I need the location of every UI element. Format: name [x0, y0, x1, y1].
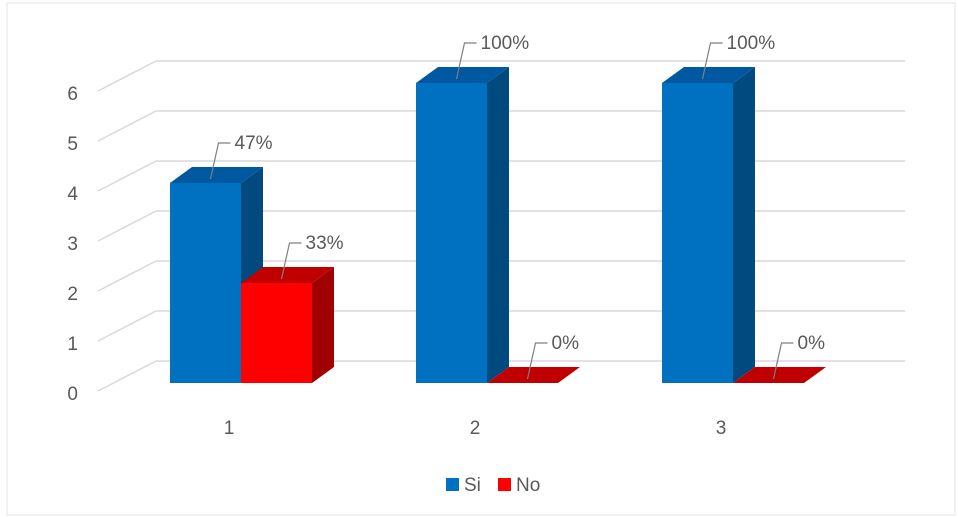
y-tick-label: 2: [67, 284, 78, 305]
gridline-side: [97, 260, 157, 292]
y-tick-label: 4: [67, 184, 78, 205]
x-category-label: 1: [224, 418, 235, 439]
leader-line: [526, 342, 548, 380]
bar-no: [487, 367, 580, 383]
gridline-side: [97, 60, 157, 92]
bar-front-face: [416, 83, 487, 383]
bar-top-face: [487, 367, 580, 383]
gridline-side: [97, 310, 157, 342]
data-label-group: 47%: [209, 133, 273, 180]
bar-no: [241, 267, 334, 383]
legend-swatch: [498, 478, 511, 491]
legend-swatch: [446, 478, 459, 491]
bar-side-face: [487, 67, 509, 383]
bar-side-face: [733, 67, 755, 383]
data-label: 100%: [481, 33, 530, 54]
gridline-side: [97, 160, 157, 192]
leader-line: [280, 242, 302, 280]
data-label: 0%: [552, 333, 580, 354]
bar-top-face: [416, 67, 509, 83]
data-label: 100%: [727, 33, 776, 54]
data-label-group: 33%: [280, 233, 344, 280]
gridline-side: [97, 360, 157, 392]
data-label-group: 0%: [526, 333, 580, 380]
data-label-group: 100%: [455, 33, 530, 80]
bars: [170, 67, 826, 383]
bar-side-face: [312, 267, 334, 383]
bar-top-face: [170, 167, 263, 183]
bar-top-face: [733, 367, 826, 383]
data-label: 47%: [235, 133, 273, 154]
x-category-label: 3: [716, 418, 727, 439]
y-tick-label: 0: [67, 384, 78, 405]
bar-front-face: [241, 283, 312, 383]
y-axis-ticks: 0 1 2 3 4 5 6: [67, 84, 78, 405]
leader-line: [772, 342, 794, 380]
gridline-side: [97, 110, 157, 142]
legend-label: No: [516, 475, 540, 496]
x-axis-categories: 1 2 3: [224, 418, 727, 439]
data-label-group: 0%: [772, 333, 826, 380]
data-label: 0%: [798, 333, 826, 354]
leader-line: [701, 42, 723, 80]
bar-front-face: [170, 183, 241, 383]
bar-si: [662, 67, 755, 383]
y-tick-label: 5: [67, 134, 78, 155]
bar-front-face: [662, 83, 733, 383]
legend-label: Si: [464, 475, 481, 496]
y-tick-label: 1: [67, 334, 78, 355]
legend-item-si: Si: [446, 475, 481, 496]
data-label: 33%: [306, 233, 344, 254]
bar-top-face: [662, 67, 755, 83]
gridline-side: [97, 210, 157, 242]
y-tick-label: 3: [67, 234, 78, 255]
data-labels: 47% 33% 100% 0% 100% 0%: [209, 33, 826, 380]
legend-item-no: No: [498, 475, 540, 496]
bar-si: [416, 67, 509, 383]
legend: Si No: [446, 475, 540, 496]
bar-top-face: [241, 267, 334, 283]
bar-no: [733, 367, 826, 383]
leader-line: [209, 142, 231, 180]
x-category-label: 2: [470, 418, 481, 439]
data-label-group: 100%: [701, 33, 776, 80]
y-tick-label: 6: [67, 84, 78, 105]
leader-line: [455, 42, 477, 80]
